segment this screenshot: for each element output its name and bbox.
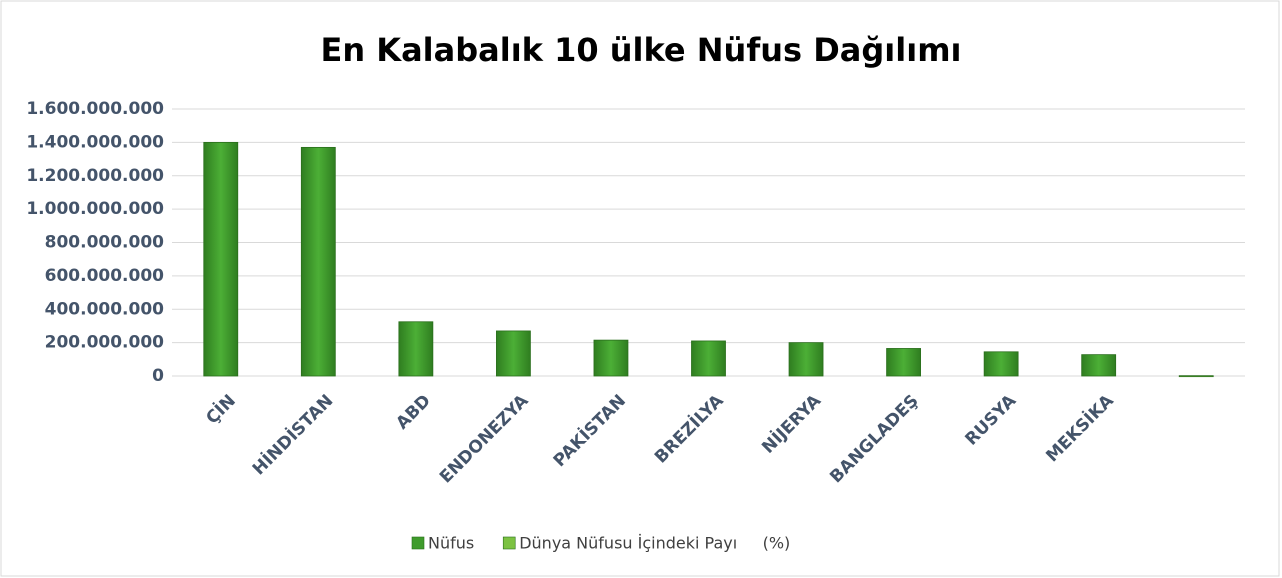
chart-title: En Kalabalık 10 ülke Nüfus Dağılımı [320,31,961,69]
bar [496,330,531,377]
legend-label: Dünya Nüfusu İçindeki Payı (%) [519,534,790,553]
legend-swatch [502,536,516,550]
bar [300,146,336,377]
y-tick-label: 1.400.000.000 [26,132,164,152]
y-tick-label: 800.000.000 [45,233,165,253]
bar [788,342,824,377]
bar [983,351,1019,377]
legend-swatch [411,536,425,550]
y-tick-label: 400.000.000 [45,299,165,319]
legend-label: Nüfus [428,534,474,553]
y-tick-label: 1.600.000.000 [26,99,164,119]
y-tick-label: 1.000.000.000 [26,199,164,219]
bar [691,340,726,377]
y-tick-label: 1.200.000.000 [26,166,164,186]
bar [203,141,239,377]
y-tick-label: 600.000.000 [45,266,165,286]
bar [593,339,629,377]
y-tick-label: 0 [152,366,164,386]
bar [886,348,921,377]
y-tick-label: 200.000.000 [45,333,165,353]
bar [1081,354,1117,377]
bar [1178,375,1214,378]
bar [398,321,434,377]
